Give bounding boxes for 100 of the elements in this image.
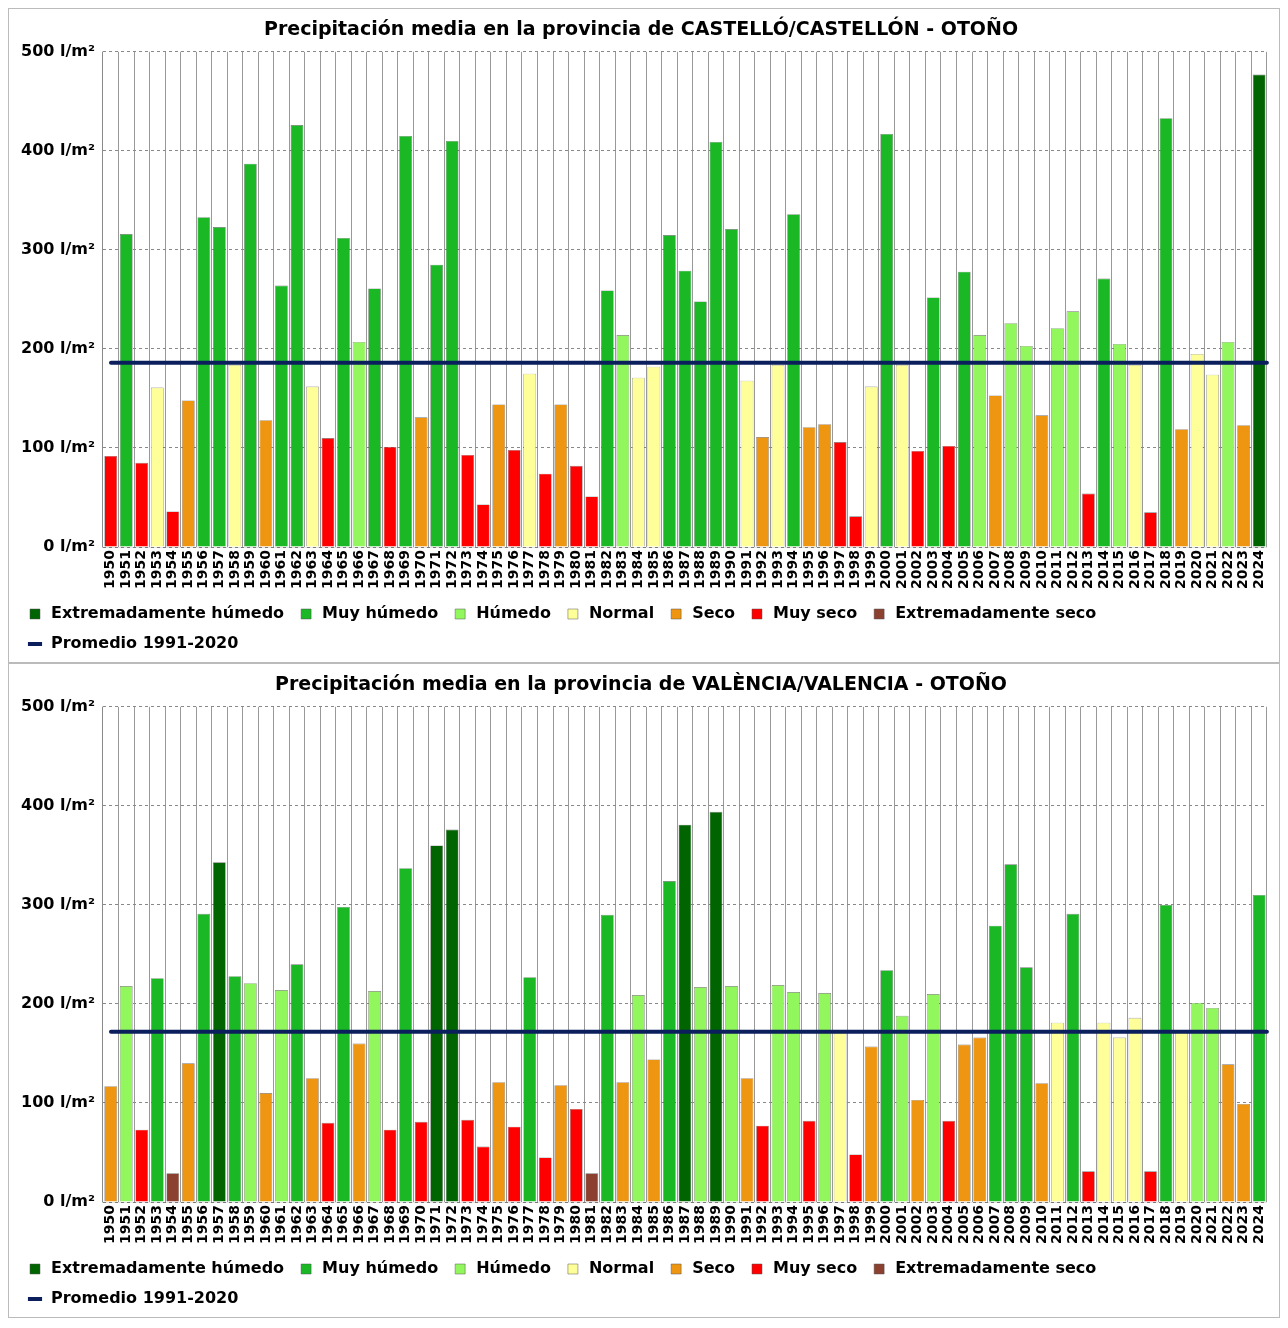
x-tick-label: 2015: [1110, 550, 1127, 589]
x-tick-label: 2008: [1001, 550, 1018, 589]
x-tick-label: 2004: [939, 549, 956, 589]
y-tick-label: 400 l/m²: [20, 140, 95, 159]
x-tick-label: 2005: [954, 550, 971, 589]
x-tick-label: 1955: [178, 550, 195, 589]
x-tick-label: 2012: [1063, 550, 1080, 589]
legend-label: Seco: [692, 1258, 735, 1278]
x-tick-label: 1952: [132, 550, 149, 589]
x-tick-label: 1973: [458, 1205, 475, 1244]
legend-label: Muy húmedo: [322, 603, 439, 623]
y-tick-label: 300 l/m²: [20, 894, 95, 914]
x-tick-label: 1968: [380, 550, 397, 589]
x-tick-label: 1965: [334, 550, 351, 589]
x-tick-label: 1951: [116, 1205, 133, 1244]
x-tick-label: 1982: [597, 1205, 614, 1244]
y-tick-label: 0 l/m²: [43, 1191, 95, 1211]
y-tick-label: 300 l/m²: [20, 239, 95, 259]
x-tick-label: 1977: [520, 550, 537, 589]
x-tick-label: 1977: [520, 1205, 537, 1244]
x-tick-label: 1998: [846, 1205, 863, 1244]
x-tick-label: 1966: [349, 550, 366, 589]
x-tick-label: 1997: [830, 550, 847, 589]
legend-label: Seco: [692, 603, 735, 623]
x-tick-label: 1986: [660, 1205, 677, 1244]
x-tick-label: 1972: [442, 1205, 459, 1244]
y-tick-label: 500 l/m²: [20, 695, 95, 715]
x-tick-label: 1954: [163, 549, 180, 589]
legend-label: Promedio 1991-2020: [51, 1288, 239, 1308]
x-tick-label: 1979: [551, 550, 568, 589]
x-tick-label: 1974: [473, 1204, 490, 1244]
legend-label: Extremadamente húmedo: [51, 1258, 285, 1278]
x-tick-label: 2024: [1249, 549, 1266, 589]
x-tick-label: 1963: [303, 550, 320, 589]
x-tick-label: 2003: [923, 550, 940, 589]
x-tick-label: 2009: [1016, 1205, 1033, 1244]
legend-label: Promedio 1991-2020: [51, 633, 239, 653]
x-tick-label: 1988: [691, 1205, 708, 1244]
x-tick-label: 2012: [1063, 1205, 1080, 1244]
x-tick-label: 2017: [1141, 1205, 1158, 1244]
x-tick-label: 2005: [954, 1205, 971, 1244]
chart-title: Precipitación media en la provincia de CASTELLÓ/CASTELLÓN - OTOÑO: [263, 16, 1019, 40]
x-tick-label: 1990: [722, 549, 739, 589]
y-tick-label: 100 l/m²: [20, 1092, 95, 1112]
x-tick-label: 1952: [132, 1205, 149, 1244]
x-tick-label: 2016: [1125, 550, 1142, 589]
x-tick-label: 2002: [908, 1205, 925, 1244]
y-tick-label: 500 l/m²: [20, 40, 95, 60]
x-tick-label: 2017: [1141, 550, 1158, 589]
x-tick-label: 2007: [985, 1205, 1002, 1244]
x-tick-label: 1989: [706, 550, 723, 589]
x-tick-label: 2022: [1218, 550, 1235, 589]
x-tick-label: 1955: [178, 1205, 195, 1244]
x-tick-label: 2014: [1094, 1204, 1111, 1244]
x-tick-label: 1997: [830, 1205, 847, 1244]
x-tick-label: 1994: [784, 1204, 801, 1244]
x-tick-label: 1973: [458, 550, 475, 589]
x-tick-label: 2013: [1079, 550, 1096, 589]
x-tick-label: 1957: [210, 550, 227, 589]
x-tick-label: 1959: [241, 550, 258, 589]
x-tick-label: 1992: [753, 550, 770, 589]
legend-label: Normal: [588, 1258, 655, 1278]
x-tick-label: 1983: [613, 1205, 630, 1244]
x-tick-label: 1999: [861, 550, 878, 589]
x-tick-label: 2023: [1234, 550, 1251, 589]
legend-label: Muy húmedo: [322, 1258, 439, 1278]
x-tick-label: 1968: [380, 1205, 397, 1244]
x-tick-label: 1956: [194, 550, 211, 589]
x-tick-label: 2016: [1125, 1205, 1142, 1244]
x-tick-label: 1993: [768, 1205, 785, 1244]
x-tick-label: 1971: [427, 1205, 444, 1244]
x-tick-label: 1965: [334, 1205, 351, 1244]
x-tick-label: 1996: [815, 1205, 832, 1244]
x-tick-label: 2014: [1094, 549, 1111, 589]
x-tick-label: 1964: [318, 549, 335, 589]
x-tick-label: 1989: [706, 1205, 723, 1244]
x-tick-label: 1982: [597, 550, 614, 589]
x-tick-label: 2020: [1187, 1204, 1204, 1244]
x-tick-label: 2002: [908, 550, 925, 589]
x-tick-label: 2006: [970, 1205, 987, 1244]
x-tick-label: 1963: [303, 1205, 320, 1244]
x-tick-label: 1995: [799, 550, 816, 589]
x-tick-label: 1969: [396, 550, 413, 589]
y-tick-label: 200 l/m²: [20, 993, 95, 1013]
y-tick-label: 200 l/m²: [20, 338, 95, 358]
x-tick-label: 1958: [225, 1205, 242, 1244]
x-tick-label: 1961: [272, 1205, 289, 1244]
x-tick-label: 1976: [504, 1205, 521, 1244]
x-tick-label: 1992: [753, 1205, 770, 1244]
y-tick-label: 100 l/m²: [20, 437, 95, 457]
x-tick-label: 1987: [675, 1205, 692, 1244]
x-tick-label: 2000: [877, 1204, 894, 1244]
x-tick-label: 1972: [442, 550, 459, 589]
x-tick-label: 1962: [287, 1205, 304, 1244]
x-tick-label: 1990: [722, 1204, 739, 1244]
x-tick-label: 2022: [1218, 1205, 1235, 1244]
x-tick-label: 2011: [1048, 550, 1065, 589]
x-tick-label: 2010: [1032, 549, 1049, 589]
legend-label: Húmedo: [476, 1258, 551, 1278]
x-tick-label: 1981: [582, 550, 599, 589]
